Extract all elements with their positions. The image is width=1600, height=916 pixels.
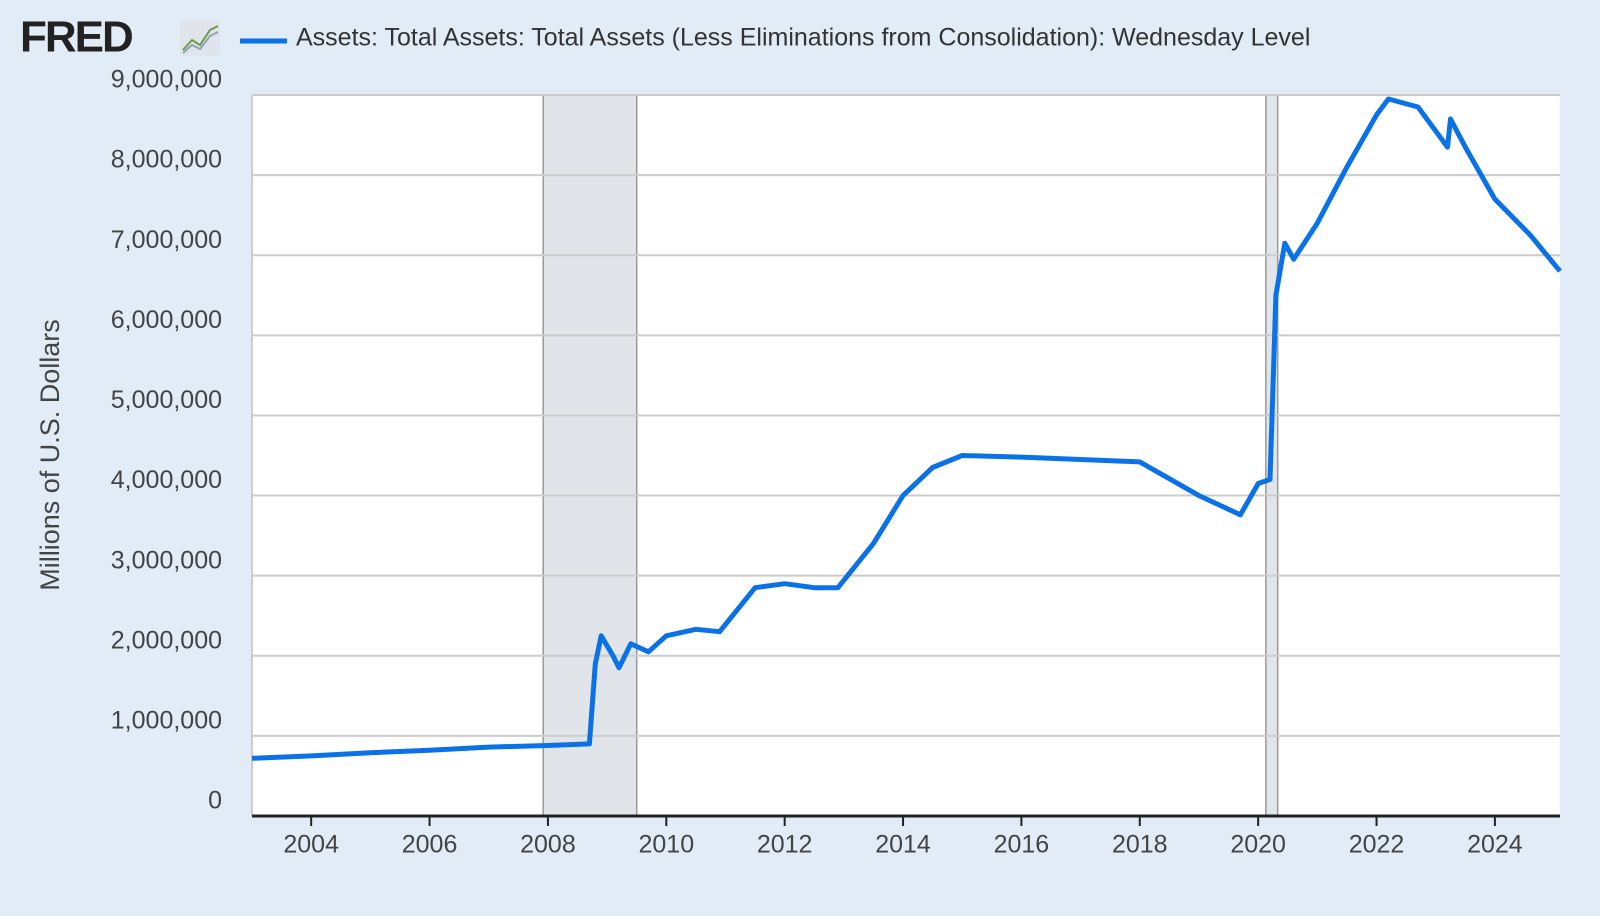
logo-icon xyxy=(180,20,220,56)
x-tick-label: 2016 xyxy=(994,831,1050,859)
y-axis-label: Millions of U.S. Dollars xyxy=(35,319,65,591)
recession-band xyxy=(542,94,638,817)
x-tick-label: 2022 xyxy=(1349,831,1405,859)
plot-area xyxy=(252,95,1560,816)
y-tick-label: 7,000,000 xyxy=(111,226,222,254)
x-tick-label: 2024 xyxy=(1467,831,1523,859)
x-tick-label: 2012 xyxy=(757,831,813,859)
x-tick-label: 2014 xyxy=(875,831,931,859)
x-tick-label: 2010 xyxy=(638,831,694,859)
y-tick-label: 2,000,000 xyxy=(111,626,222,654)
y-tick-label: 6,000,000 xyxy=(111,306,222,334)
y-tick-label: 3,000,000 xyxy=(111,546,222,574)
series-line xyxy=(251,96,1562,761)
x-tick-label: 2004 xyxy=(283,831,339,859)
y-tick-label: 9,000,000 xyxy=(111,66,222,94)
y-tick-label: 8,000,000 xyxy=(111,146,222,174)
y-tick-label: 5,000,000 xyxy=(111,386,222,414)
x-tick-label: 2008 xyxy=(520,831,576,859)
logo: FRED xyxy=(20,13,132,62)
y-tick-label: 0 xyxy=(208,787,222,815)
y-tick-label: 4,000,000 xyxy=(111,466,222,494)
x-tick-label: 2006 xyxy=(402,831,458,859)
legend-label: Assets: Total Assets: Total Assets (Less… xyxy=(296,24,1310,52)
x-tick-label: 2018 xyxy=(1112,831,1168,859)
x-tick-label: 2020 xyxy=(1230,831,1286,859)
y-tick-label: 1,000,000 xyxy=(111,706,222,734)
